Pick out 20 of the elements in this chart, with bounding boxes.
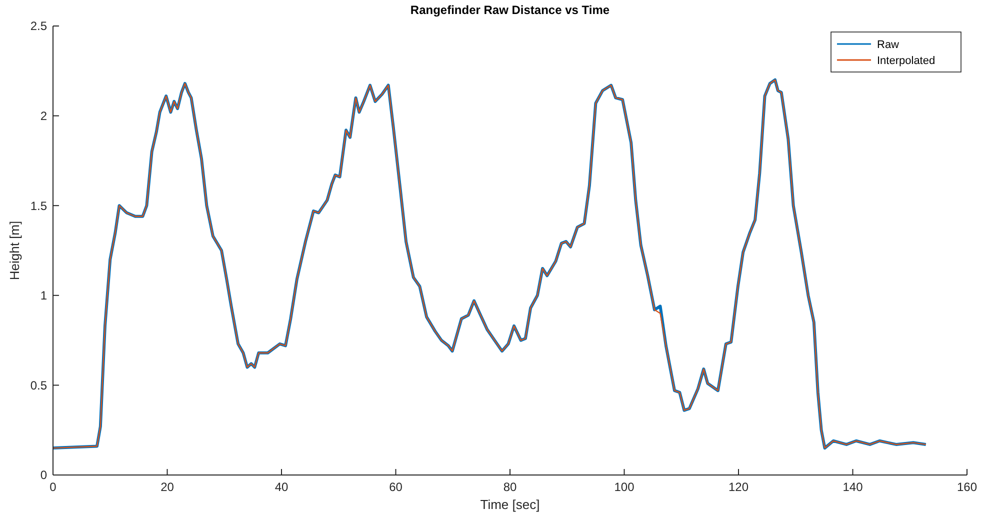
x-tick-label: 100 (614, 480, 635, 494)
chart-title: Rangefinder Raw Distance vs Time (410, 3, 610, 17)
y-tick-label: 2.5 (30, 19, 48, 34)
x-tick-label: 120 (728, 480, 749, 494)
x-tick-label: 20 (160, 480, 174, 494)
y-tick-label: 1.5 (30, 198, 48, 213)
x-tick-label: 160 (956, 480, 978, 494)
x-tick-label: 60 (389, 480, 403, 494)
y-tick-label: 0.5 (30, 378, 48, 392)
x-tick-label: 40 (274, 480, 288, 494)
x-tick-label: 0 (50, 480, 57, 494)
x-axis-title: Time [sec] (480, 497, 540, 512)
y-tick-label: 1 (40, 288, 48, 303)
y-axis-title: Height [m] (7, 220, 22, 280)
legend-label: Interpolated (877, 54, 936, 67)
x-tick-label: 80 (503, 480, 517, 494)
x-tick-label: 140 (842, 480, 864, 494)
y-tick-label: 2 (40, 109, 48, 123)
legend-label: Raw (877, 38, 900, 51)
y-tick-label: 0 (40, 468, 48, 482)
